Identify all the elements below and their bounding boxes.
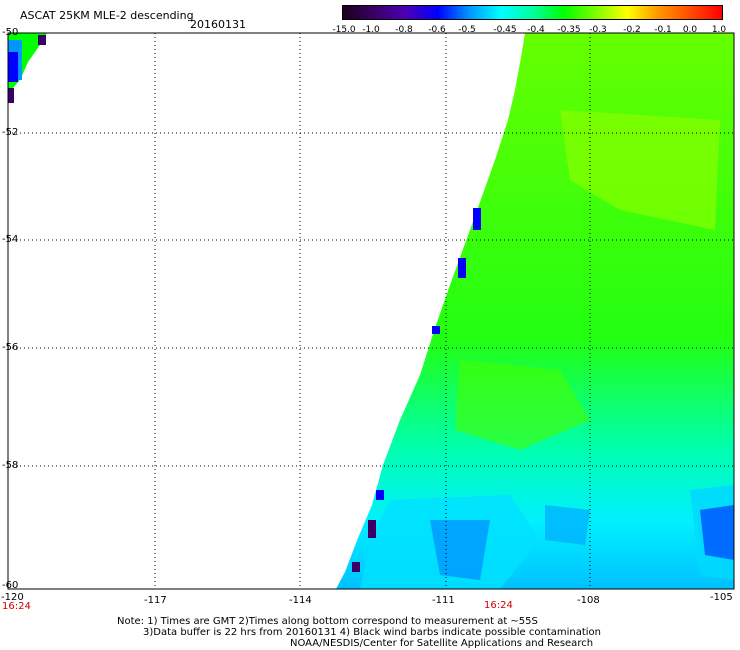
edge-pixel <box>38 35 46 45</box>
edge-pixel <box>473 208 481 230</box>
lon-label: -108 <box>577 595 600 606</box>
edge-pixel <box>8 88 14 103</box>
product-title: ASCAT 25KM MLE-2 descending <box>20 9 194 22</box>
lon-label: -114 <box>289 595 312 606</box>
color-scale-label: -0.45 <box>493 25 517 35</box>
color-scale-label: -0.6 <box>428 25 446 35</box>
edge-pixel <box>432 326 440 334</box>
edge-pixel <box>8 52 18 82</box>
lat-label: -58 <box>2 460 19 471</box>
swath-patch <box>560 110 720 230</box>
product-date: 20160131 <box>190 18 246 31</box>
lat-label: -56 <box>2 342 19 353</box>
note-line-1: Note: 1) Times are GMT 2)Times along bot… <box>117 616 538 627</box>
edge-pixel <box>368 520 376 538</box>
lat-label: -50 <box>2 27 19 38</box>
note-line-2: 3)Data buffer is 22 hrs from 20160131 4)… <box>143 627 601 638</box>
color-scale-label: -0.4 <box>527 25 545 35</box>
color-scale-label: -0.3 <box>589 25 607 35</box>
color-scale-label: -0.8 <box>395 25 413 35</box>
edge-pixel <box>376 490 384 500</box>
lat-label: -60 <box>2 580 19 591</box>
swath-patch <box>545 505 590 545</box>
color-scale-label: -0.35 <box>557 25 581 35</box>
lon-label: -105 <box>710 592 733 603</box>
map-grid <box>8 33 734 589</box>
lat-label: -54 <box>2 234 19 245</box>
time-label: 16:24 <box>484 600 513 611</box>
color-scale-label: -0.5 <box>458 25 476 35</box>
edge-pixel <box>458 258 466 278</box>
swath-patch <box>430 520 490 580</box>
note-line-3: NOAA/NESDIS/Center for Satellite Applica… <box>290 638 594 649</box>
lat-label: -52 <box>2 127 19 138</box>
color-scale-labels: -15.0 -1.0 -0.8 -0.6 -0.5 -0.45 -0.4 -0.… <box>0 0 740 40</box>
color-scale-bar <box>342 5 723 20</box>
color-scale-label: -0.1 <box>654 25 672 35</box>
color-scale-label: -0.2 <box>623 25 641 35</box>
time-label: 16:24 <box>2 601 31 612</box>
color-scale-label: -15.0 <box>332 25 356 35</box>
swath-patch <box>455 360 590 450</box>
swath-patch <box>700 505 734 560</box>
color-scale-label: 0.0 <box>682 25 698 35</box>
lon-label: -117 <box>144 595 167 606</box>
edge-pixel <box>352 562 360 572</box>
map-frame <box>7 32 735 590</box>
color-scale-label: -1.0 <box>362 25 380 35</box>
color-scale-label: 1.0 <box>711 25 727 35</box>
lon-label: -120 <box>1 592 24 603</box>
lon-label: -111 <box>432 595 455 606</box>
